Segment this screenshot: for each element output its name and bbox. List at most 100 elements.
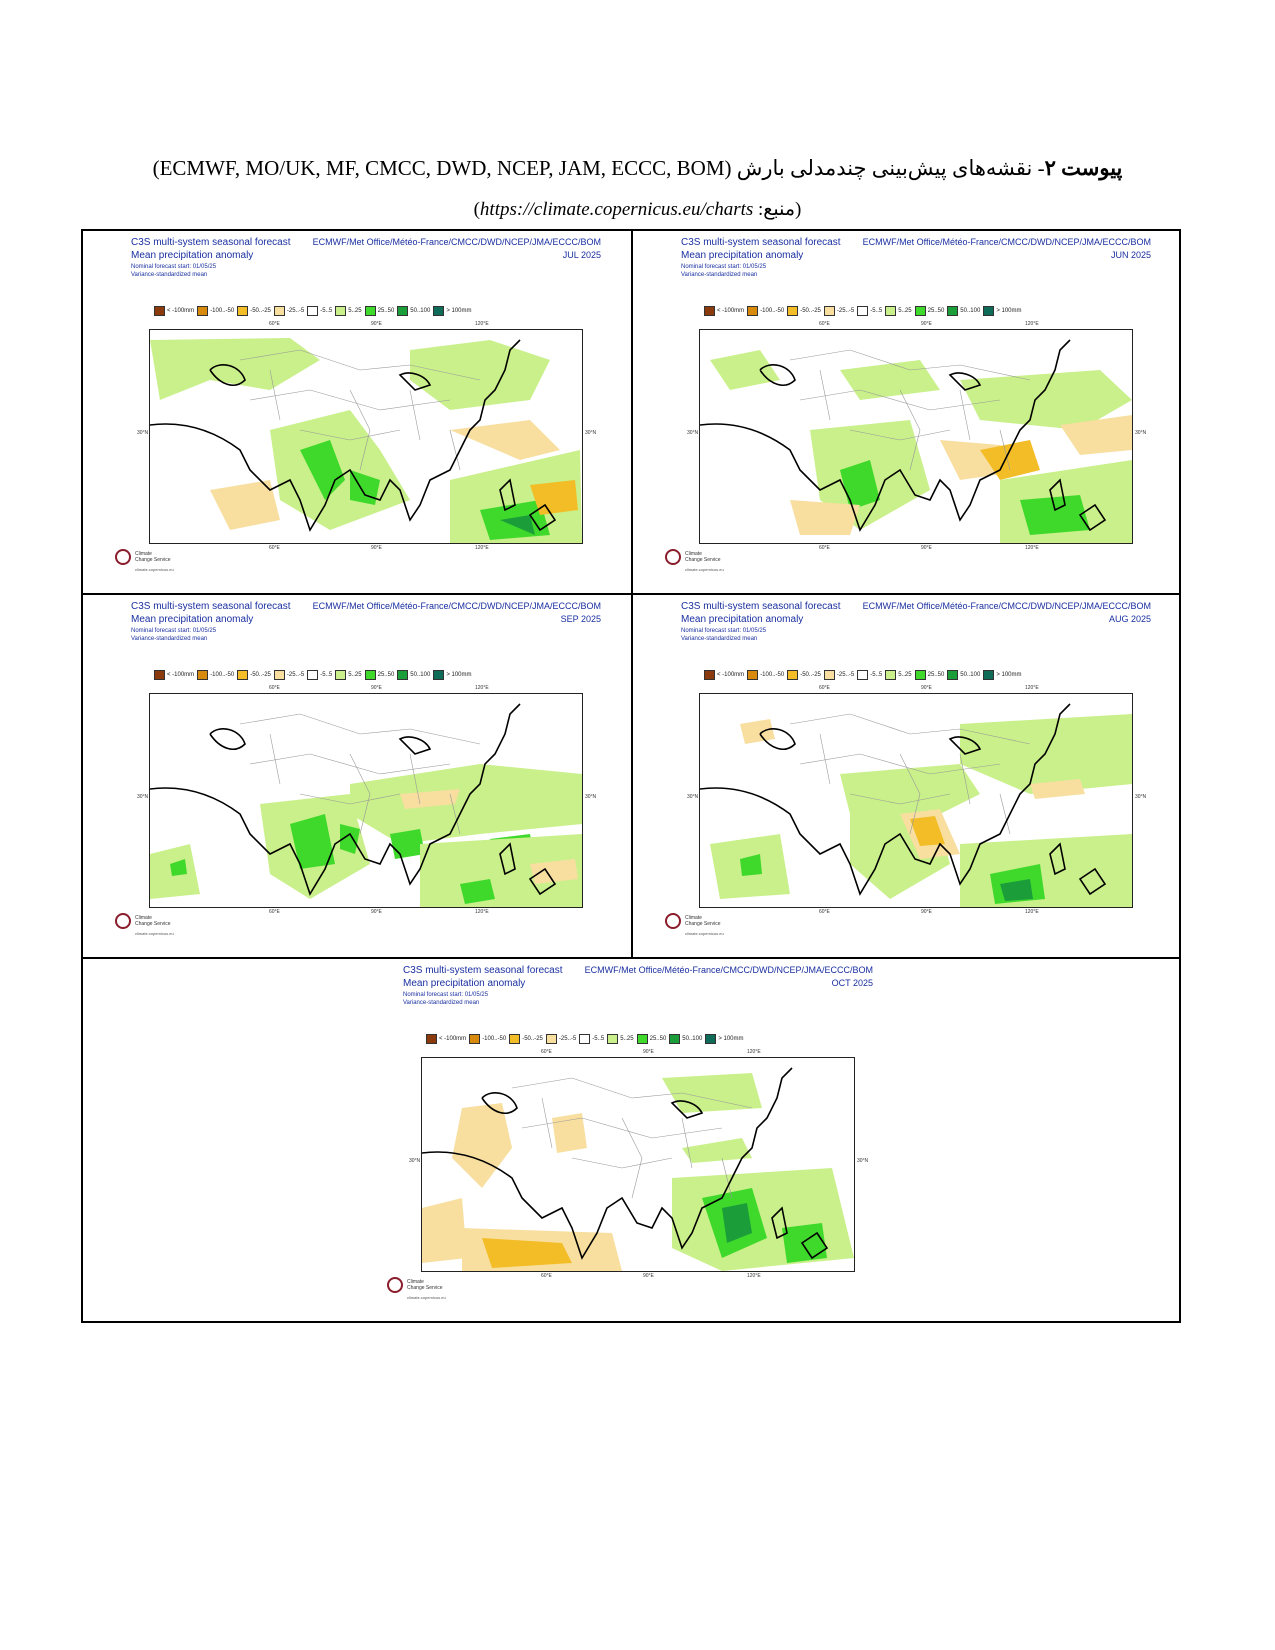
legend-item: -25..-5 [545,1034,576,1044]
anomaly-region [722,1203,752,1243]
anomaly-region [452,1103,512,1188]
legend-item: -5..5 [579,1034,604,1044]
panel-models: ECMWF/Met Office/Météo-France/CMCC/DWD/N… [312,237,601,247]
legend-swatch [885,670,897,680]
legend-item: 25..50 [364,670,394,680]
legend-item: 5..25 [335,670,362,680]
coastline [422,1067,829,1260]
legend-item: 25..50 [636,1034,666,1044]
legend-swatch [914,670,926,680]
country-borders [239,713,481,835]
legend-item: -25..-5 [823,306,854,316]
anomaly-region [960,714,1132,794]
legend-item: -50..-25 [237,670,271,680]
legend-swatch [947,670,959,680]
lon-label-top-120: 120°E [747,1049,761,1055]
copernicus-logo-icon [387,1277,403,1293]
precip-legend: < -100mm -100..-50 -50..-25 -25..-5 -5..5 5..… [704,670,1022,680]
lon-label-bottom-60: 60°E [819,909,830,915]
anomaly-region [1000,879,1033,901]
legend-label: < -100mm [167,308,195,314]
logo-url: climate.copernicus.eu [407,1295,446,1300]
anomaly-region [740,719,775,744]
lat-label-right: 30°N [857,1158,869,1164]
caption-text: - نقشه‌های پیش‌بینی چندمدلی بارش [736,156,1045,180]
lon-label-top-120: 120°E [475,321,489,327]
legend-label: 5..25 [348,308,362,314]
legend-swatch [433,306,445,316]
legend-item: -100..-50 [469,1034,506,1044]
legend-swatch [669,1034,681,1044]
lat-label-right: 30°N [585,430,597,436]
country-borders [511,1077,753,1199]
legend-label: -100..-50 [210,672,235,678]
lat-label-left: 30°N [137,430,149,436]
precip-legend: < -100mm -100..-50 -50..-25 -25..-5 -5..5 5..… [704,306,1022,316]
source-url[interactable]: https://climate.copernicus.eu/charts [479,199,754,220]
cell-jun: C3S multi-system seasonal forecast Mean … [633,231,1179,595]
legend-item: -100..-50 [197,670,234,680]
legend-item: -5..5 [857,670,882,680]
anomaly-region [980,440,1040,480]
forecast-panel-jul: C3S multi-system seasonal forecast Mean … [109,237,609,587]
anomaly-region [960,834,1132,907]
panel-nominal-start: Nominal forecast start: 01/05/25 [403,992,489,998]
lon-label-bottom-120: 120°E [747,1273,761,1279]
anomaly-region [350,470,380,505]
logo-url: climate.copernicus.eu [685,931,724,936]
legend-item: -50..-25 [787,306,821,316]
map-svg [700,339,1132,543]
legend-label: -50..-25 [522,1036,543,1042]
copernicus-logo-icon [665,549,681,565]
lon-label-top-120: 120°E [1025,685,1039,691]
lon-label-bottom-60: 60°E [269,909,280,915]
legend-swatch [857,670,869,680]
legend-item: > 100mm [433,670,472,680]
anomaly-region [710,350,780,390]
forecast-panel-sep: C3S multi-system seasonal forecast Mean … [109,601,609,951]
legend-swatch [704,306,715,316]
copernicus-logo-icon [115,549,131,565]
panel-variance-note: Variance-standardized mean [131,636,208,642]
logo-url: climate.copernicus.eu [135,931,174,936]
anomaly-region [410,340,550,410]
legend-swatch [607,1034,619,1044]
anomaly-region [910,816,945,846]
legend-item: 50..100 [397,670,430,680]
legend-swatch [579,1034,591,1044]
anomaly-region [150,338,320,400]
legend-label: 50..100 [960,672,981,678]
country-borders [789,349,1031,471]
legend-label: 25..50 [927,672,945,678]
legend-swatch [545,1034,557,1044]
lat-label-right: 30°N [1135,430,1147,436]
legend-swatch [335,670,347,680]
cell-jul: C3S multi-system seasonal forecast Mean … [83,231,633,595]
anomaly-region [450,450,582,543]
legend-swatch [983,670,995,680]
legend-item: 50..100 [947,670,980,680]
lat-label-left: 30°N [409,1158,421,1164]
legend-item: -25..-5 [273,306,304,316]
anomaly-region [450,420,560,460]
copernicus-logo: Climate Change Service climate.copernicus… [665,549,724,572]
legend-swatch [397,306,409,316]
legend-item: -25..-5 [823,670,854,680]
panel-variance-note: Variance-standardized mean [131,272,208,278]
cell-sep: C3S multi-system seasonal forecast Mean … [83,595,633,959]
legend-label: 5..25 [898,308,912,314]
panel-nominal-start: Nominal forecast start: 01/05/25 [131,628,217,634]
anomaly-region [790,500,860,535]
legend-swatch [426,1034,437,1044]
lon-label-bottom-90: 90°E [643,1273,654,1279]
legend-label: < -100mm [717,308,745,314]
legend-swatch [364,306,376,316]
panel-models: ECMWF/Met Office/Météo-France/CMCC/DWD/N… [584,965,873,975]
anomaly-region [400,789,460,809]
panel-nominal-start: Nominal forecast start: 01/05/25 [681,264,767,270]
anomaly-region [350,764,582,844]
panel-title: C3S multi-system seasonal forecast [131,237,291,248]
precip-anomaly-map [149,329,583,544]
forecast-panel-aug: C3S multi-system seasonal forecast Mean … [659,601,1159,951]
lon-label-bottom-60: 60°E [269,545,280,551]
